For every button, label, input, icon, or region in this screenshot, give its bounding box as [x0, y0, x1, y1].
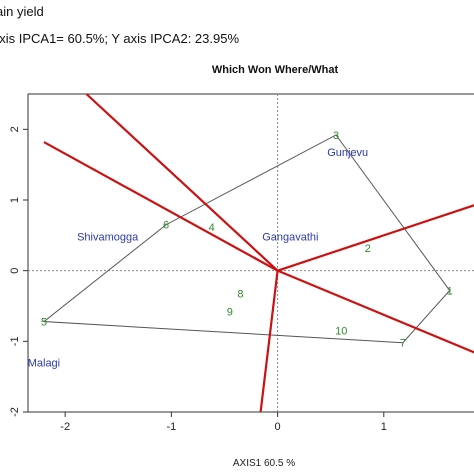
- origin-lines: [28, 94, 474, 412]
- y-tick-label: -2: [9, 407, 21, 417]
- environment-labels: Gunjevu Shivamogga Gangavathi Malagi: [28, 147, 368, 370]
- genotype-label: 5: [41, 317, 47, 329]
- x-axis-label: AXIS1 60.5 %: [233, 458, 295, 469]
- y-tick-label: 2: [9, 126, 21, 132]
- genotype-label: 10: [335, 326, 347, 338]
- genotype-label: 1: [447, 285, 453, 297]
- hull-polygon: [42, 134, 451, 344]
- convex-hull: [42, 134, 451, 344]
- genotype-label: 9: [227, 307, 233, 319]
- genotype-label: 8: [237, 288, 243, 300]
- environment-label: Gangavathi: [262, 232, 318, 244]
- x-tick-label: -1: [166, 421, 176, 433]
- sector-rays: [43, 93, 474, 413]
- sector-ray: [277, 269, 474, 354]
- y-tick-label: -1: [9, 336, 21, 346]
- genotype-markers: 1 2 3 4 5 6 7 89 10: [41, 130, 453, 350]
- y-tick-label: 1: [9, 197, 21, 203]
- chart-title: Which Won Where/What: [212, 64, 339, 76]
- x-tick-label: 1: [381, 421, 387, 433]
- environment-label: Gunjevu: [327, 147, 368, 159]
- x-tick-label: 0: [275, 421, 281, 433]
- x-tick-label: -2: [60, 421, 70, 433]
- caption-trait: ain yield: [0, 4, 44, 19]
- genotype-label: 3: [333, 130, 339, 142]
- sector-ray: [43, 141, 279, 272]
- environment-label: Malagi: [28, 358, 60, 370]
- y-tick-label: 0: [9, 268, 21, 274]
- environment-label: Shivamogga: [77, 232, 139, 244]
- sector-ray: [259, 270, 279, 413]
- genotype-label: 2: [365, 243, 371, 255]
- genotype-label: 6: [163, 220, 169, 232]
- sector-ray: [85, 93, 279, 272]
- sector-ray: [277, 204, 474, 272]
- genotype-label: 4: [209, 222, 215, 234]
- genotype-label: 7: [400, 338, 406, 350]
- caption-axes-variance: axis IPCA1= 60.5%; Y axis IPCA2: 23.95%: [0, 31, 240, 46]
